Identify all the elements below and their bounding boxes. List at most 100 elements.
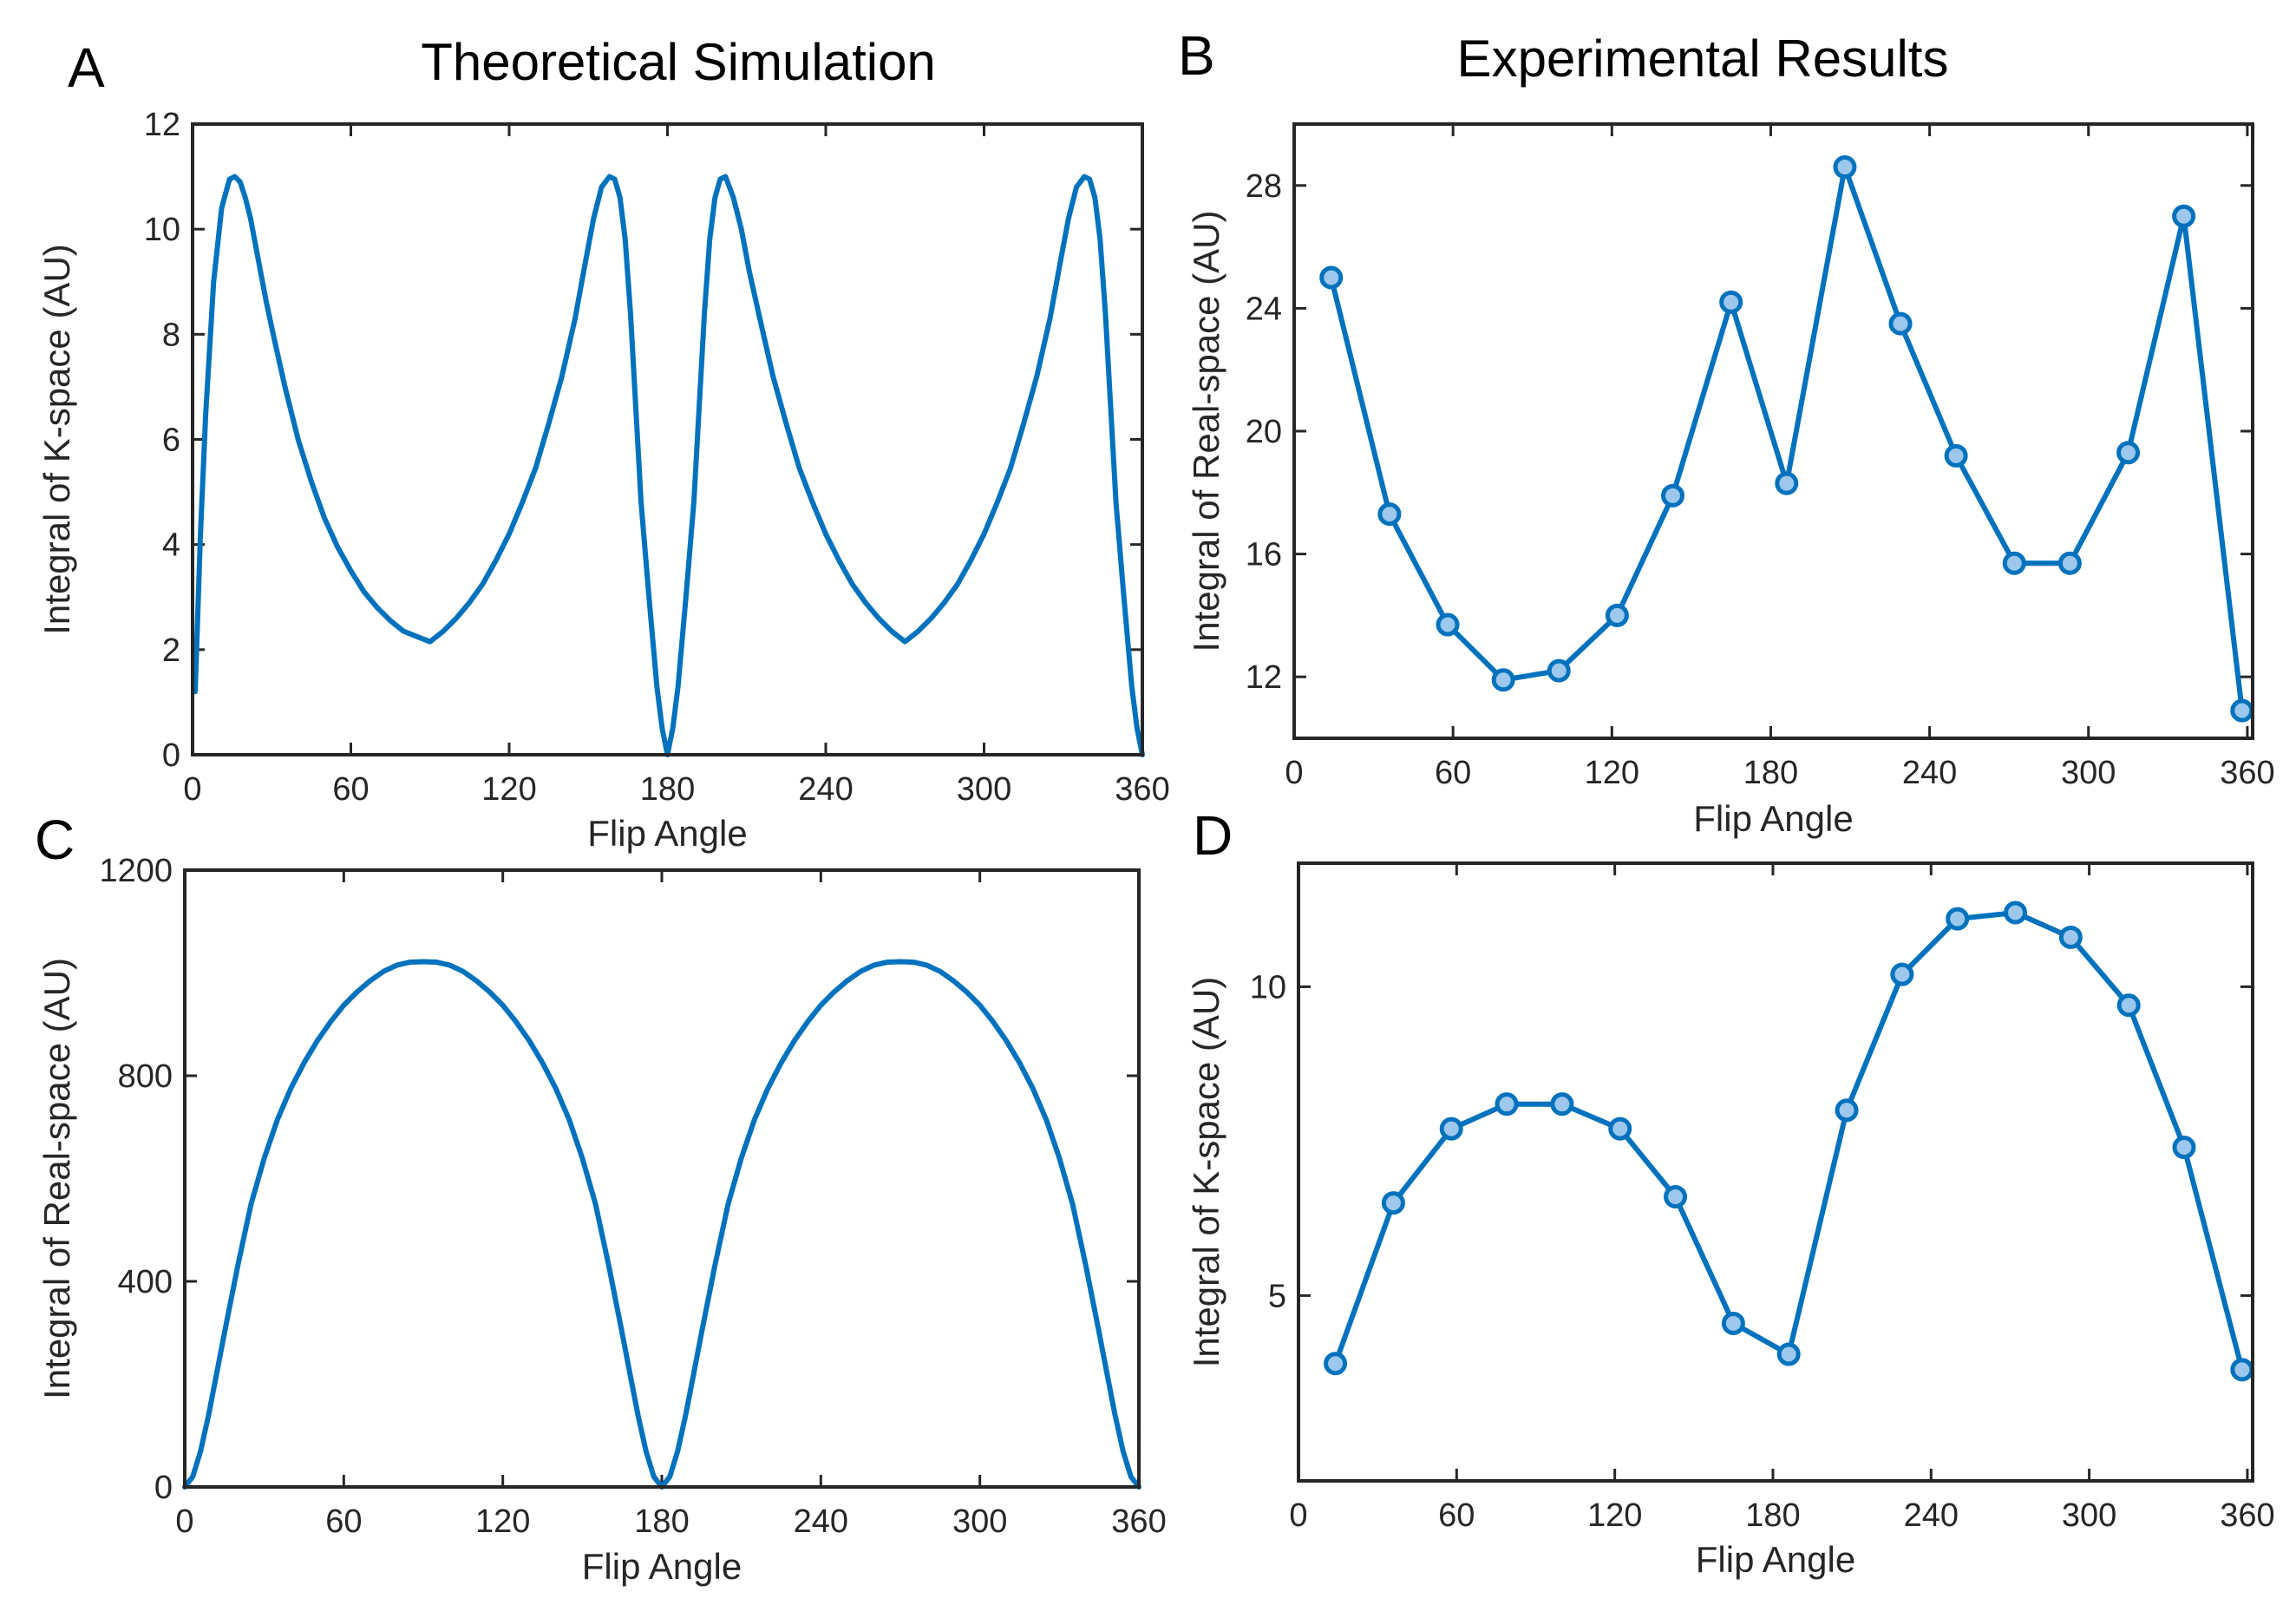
chart-d-data-point: [1495, 1092, 1519, 1117]
chart-d-data-point: [1550, 1092, 1574, 1117]
chart-c-xtick-label: 360: [1111, 1503, 1166, 1540]
chart-b-data-point: [2172, 204, 2196, 228]
chart-d-x-axis-label: Flip Angle: [1696, 1539, 1855, 1580]
chart-b-xtick-label: 120: [1585, 755, 1639, 791]
chart-b-ytick-label: 28: [1246, 168, 1282, 205]
chart-d-xtick-label: 180: [1745, 1497, 1800, 1534]
panel-label-b: B: [1178, 24, 1215, 87]
chart-d-xtick-label: 60: [1438, 1497, 1475, 1534]
panel-label-d: D: [1193, 804, 1233, 867]
chart-d-axes-frame: [1297, 861, 2254, 1483]
chart-b-data-point: [1319, 265, 1344, 290]
chart-a-ytick-label: 6: [162, 422, 180, 459]
chart-d-y-axis-label: Integral of K-space (AU): [1186, 977, 1226, 1368]
chart-d-xtick-label: 300: [2062, 1497, 2116, 1534]
panel-label-a: A: [68, 36, 105, 99]
chart-b-axes-frame: [1292, 122, 2254, 740]
chart-b-data-point: [1944, 443, 1968, 468]
chart-b-xtick-label: 360: [2220, 755, 2274, 791]
chart-a-xtick-label: 300: [957, 771, 1011, 808]
chart-d-data-point: [1608, 1117, 1632, 1141]
chart-a-y-axis-label: Integral of K-space (AU): [36, 244, 77, 635]
chart-c-y-axis-label: Integral of Real-space (AU): [36, 958, 77, 1399]
chart-a-axes-frame: [191, 122, 1144, 756]
chart-d-data-point: [1890, 962, 1914, 986]
chart-d-data-point: [2058, 925, 2083, 949]
chart-b-data-point: [2002, 551, 2026, 575]
chart-a-xtick-label: 360: [1115, 771, 1169, 808]
chart-a-series-line: [193, 174, 1145, 757]
chart-b-xtick-label: 0: [1285, 755, 1303, 791]
chart-d-data-point: [1324, 1352, 1348, 1376]
chart-c-ytick-label: 800: [118, 1058, 173, 1095]
chart-c-x-axis-label: Flip Angle: [582, 1546, 742, 1587]
chart-d-data-point: [2230, 1358, 2254, 1382]
chart-b-series-line: [1328, 164, 2245, 714]
panel-label-c: C: [35, 809, 75, 871]
title-theoretical: Theoretical Simulation: [421, 33, 936, 91]
chart-c-xtick-label: 0: [175, 1503, 193, 1540]
chart-d-data-point: [2004, 901, 2028, 925]
chart-d-data-point: [1776, 1342, 1801, 1366]
chart-c-axes-frame: [183, 868, 1141, 1489]
chart-d-xtick-label: 0: [1289, 1497, 1307, 1534]
chart-d-data-point: [1835, 1098, 1859, 1123]
chart-b-data-point: [2057, 551, 2082, 575]
chart-b-data-point: [1547, 658, 1571, 683]
chart-c-ytick-label: 0: [154, 1470, 173, 1506]
chart-b-y-axis-label: Integral of Real-space (AU): [1186, 211, 1226, 652]
chart-a-xtick-label: 240: [798, 771, 853, 808]
chart-d-data-point: [1664, 1184, 1688, 1208]
chart-b-ytick-label: 24: [1246, 291, 1282, 327]
chart-a-xtick-label: 120: [481, 771, 536, 808]
chart-b-data-point: [1888, 311, 1913, 336]
chart-b-data-point: [1833, 155, 1857, 180]
chart-b-data-point: [1661, 483, 1685, 508]
title-experimental: Experimental Results: [1457, 29, 1949, 88]
chart-c-xtick-label: 240: [794, 1503, 848, 1540]
chart-a-ytick-label: 0: [162, 737, 180, 774]
chart-c-series-line: [182, 959, 1141, 1490]
chart-c-ytick-label: 400: [118, 1264, 173, 1300]
chart-a-xtick-label: 180: [640, 771, 695, 808]
chart-d-series-line: [1332, 910, 2245, 1372]
chart-a: 0 60 120 180 240 300 360 0 2 4 6 8 10 12 Flip Angle Int…: [36, 107, 1170, 854]
chart-b-ytick-label: 16: [1246, 537, 1282, 573]
chart-c-ytick-label: 1200: [99, 853, 173, 889]
chart-b-xtick-label: 60: [1435, 755, 1471, 791]
chart-d-data-point: [1381, 1191, 1405, 1215]
chart-c-xtick-label: 120: [475, 1503, 530, 1540]
chart-a-x-axis-label: Flip Angle: [587, 813, 747, 854]
chart-b-data-point: [1436, 612, 1460, 637]
chart-b-xtick-label: 240: [1902, 755, 1957, 791]
chart-a-ytick-label: 2: [162, 632, 180, 669]
chart-b-data-point: [1491, 668, 1515, 692]
chart-a-ytick-label: 8: [162, 317, 180, 353]
chart-b-x-axis-label: Flip Angle: [1693, 798, 1853, 839]
chart-b: 0 60 120 180 240 300 360 12 16 20 24 28 Flip Angle In…: [1186, 122, 2275, 839]
chart-d-data-point: [2116, 993, 2141, 1018]
chart-b-xtick-label: 300: [2061, 755, 2116, 791]
chart-a-xtick-label: 60: [332, 771, 369, 808]
chart-a-ytick-label: 12: [144, 107, 180, 143]
chart-c-xtick-label: 180: [634, 1503, 689, 1540]
chart-b-ytick-label: 20: [1246, 414, 1282, 450]
chart-d-ytick-label: 5: [1268, 1278, 1286, 1314]
chart-b-xtick-label: 180: [1743, 755, 1798, 791]
chart-b-ytick-label: 12: [1246, 659, 1282, 696]
chart-a-ytick-label: 4: [162, 527, 180, 564]
chart-b-data-point: [1377, 502, 1402, 527]
chart-b-data-point: [2230, 698, 2254, 723]
chart-d-data-point: [2172, 1136, 2196, 1160]
chart-c-xtick-label: 300: [952, 1503, 1007, 1540]
chart-d-ytick-label: 10: [1250, 969, 1286, 1005]
chart-d-data-point: [1946, 907, 1970, 931]
chart-a-xtick-label: 0: [183, 771, 201, 808]
chart-b-data-point: [1775, 471, 1799, 495]
chart-d: 0 60 120 180 240 300 360 5 10 Flip Angle Integral …: [1186, 861, 2275, 1580]
chart-b-data-point: [1605, 603, 1629, 627]
chart-b-data-point: [1719, 290, 1743, 314]
chart-d-xtick-label: 360: [2220, 1497, 2274, 1534]
chart-d-xtick-label: 120: [1587, 1497, 1642, 1534]
